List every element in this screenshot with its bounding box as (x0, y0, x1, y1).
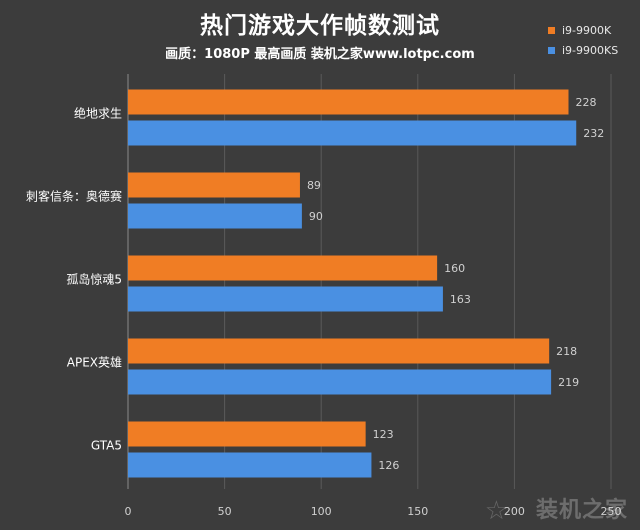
bar (128, 421, 366, 447)
bar (128, 286, 443, 312)
legend-item-i9-9900ks: i9-9900KS (548, 40, 618, 60)
bar (128, 203, 302, 229)
category-label: 刺客信条：奥德赛 (26, 189, 122, 204)
x-tick-label: 150 (407, 505, 428, 518)
data-label: 232 (583, 127, 604, 140)
legend: i9-9900K i9-9900KS (548, 20, 618, 60)
legend-swatch (548, 46, 555, 54)
star-logo-icon: ☆ (484, 496, 508, 526)
data-label: 90 (309, 210, 323, 223)
legend-label: i9-9900K (562, 23, 612, 37)
data-label: 123 (373, 428, 394, 441)
x-tick-label: 200 (504, 505, 525, 518)
data-label: 126 (378, 459, 399, 472)
bar (128, 452, 372, 478)
chart-subtitle: 画质：1080P 最高画质 装机之家www.lotpc.com (165, 47, 475, 62)
data-label: 219 (558, 376, 579, 389)
bar (128, 255, 438, 281)
legend-item-i9-9900k: i9-9900K (548, 20, 618, 40)
x-tick-label: 100 (311, 505, 332, 518)
category-label: GTA5 (91, 439, 122, 453)
bar (128, 369, 552, 395)
bar (128, 89, 569, 115)
bar (128, 338, 550, 364)
watermark-text: 装机之家 (535, 498, 628, 523)
chart-title: 热门游戏大作帧数测试 (200, 13, 440, 39)
data-label: 160 (444, 262, 465, 275)
x-tick-label: 50 (218, 505, 232, 518)
data-label: 228 (575, 96, 596, 109)
bar (128, 172, 300, 198)
x-tick-label: 250 (601, 505, 622, 518)
data-label: 218 (556, 345, 577, 358)
data-label: 89 (307, 179, 321, 192)
legend-swatch (548, 26, 555, 34)
bar (128, 120, 577, 146)
category-label: APEX英雄 (67, 355, 122, 370)
category-label: 孤岛惊魂5 (66, 272, 122, 287)
category-label: 绝地求生 (74, 106, 122, 121)
data-label: 163 (450, 293, 471, 306)
legend-label: i9-9900KS (562, 43, 619, 57)
x-tick-label: 0 (125, 505, 132, 518)
